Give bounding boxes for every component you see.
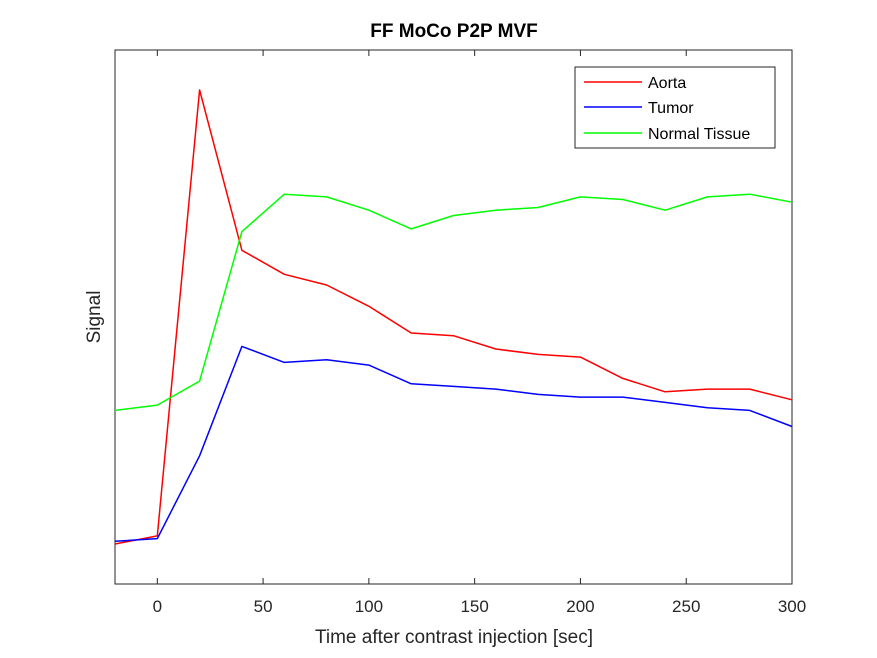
x-axis-label: Time after contrast injection [sec] xyxy=(315,627,593,648)
x-tick-label: 200 xyxy=(566,597,594,616)
x-tick-label: 300 xyxy=(778,597,806,616)
x-axis-ticks: 0 50 100 150 200 250 300 xyxy=(153,50,806,616)
series-layer xyxy=(114,89,793,545)
x-tick-label: 50 xyxy=(254,597,273,616)
series-line-aorta xyxy=(114,89,793,545)
x-tick-label: 250 xyxy=(672,597,700,616)
series-line-tumor xyxy=(114,345,793,543)
chart-title: FF MoCo P2P MVF xyxy=(370,21,537,42)
legend-entry-tumor: Tumor xyxy=(584,100,694,117)
legend-label-tumor: Tumor xyxy=(648,100,694,117)
legend-entry-aorta: Aorta xyxy=(584,75,686,92)
legend-label-normal-tissue: Normal Tissue xyxy=(648,126,750,143)
x-tick-label: 150 xyxy=(460,597,488,616)
y-axis-label: Signal xyxy=(84,291,105,344)
series-line-normal-tissue xyxy=(114,193,793,412)
x-tick-label: 0 xyxy=(153,597,162,616)
legend-entry-normal-tissue: Normal Tissue xyxy=(584,126,750,143)
legend: Aorta Tumor Normal Tissue xyxy=(574,66,776,149)
x-tick-label: 100 xyxy=(355,597,383,616)
legend-label-aorta: Aorta xyxy=(648,75,686,92)
